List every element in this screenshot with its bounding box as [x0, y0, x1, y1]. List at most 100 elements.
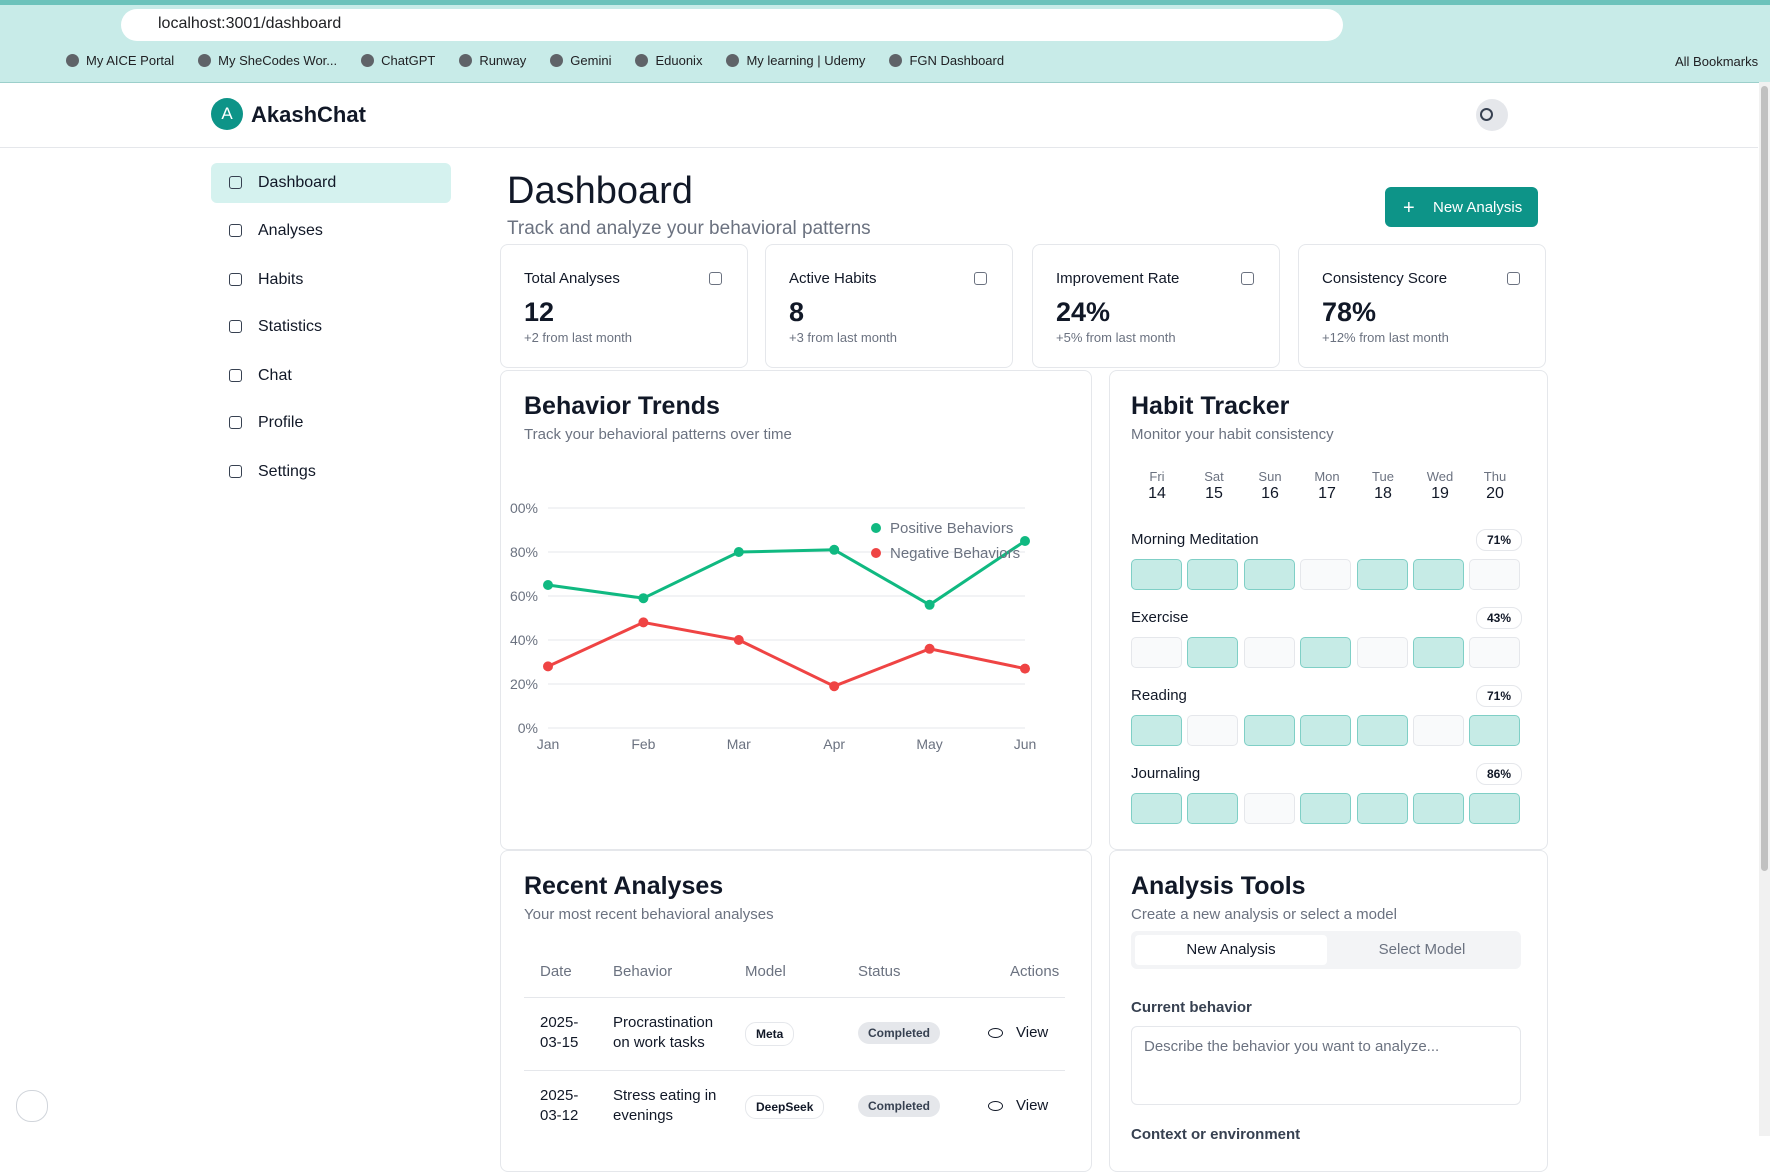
habit-cell[interactable] [1243, 793, 1295, 824]
stat-change: +3 from last month [789, 330, 898, 345]
habit-cell[interactable] [1413, 637, 1464, 668]
column-header: Behavior [613, 963, 673, 980]
habit-cell[interactable] [1131, 559, 1182, 590]
habit-cell[interactable] [1300, 637, 1352, 668]
nav-icon [229, 224, 242, 237]
habit-cell[interactable] [1243, 637, 1295, 668]
habit-cell[interactable] [1413, 793, 1464, 824]
stat-card [765, 244, 1013, 368]
stat-icon [974, 272, 987, 285]
view-action[interactable]: View [1016, 1097, 1049, 1114]
brand[interactable]: AkashChat [251, 102, 366, 127]
habit-cell[interactable] [1187, 559, 1239, 590]
habit-cell[interactable] [1469, 793, 1521, 824]
bookmark-icon [635, 54, 649, 67]
weekday: Tue [1372, 469, 1394, 484]
date: 15 [1205, 485, 1223, 502]
habit-name: Journaling [1131, 765, 1201, 782]
stat-value: 78% [1322, 297, 1377, 327]
bookmark[interactable]: FGN Dashboard [889, 53, 1004, 68]
page-title: Dashboard [507, 170, 693, 212]
habit-cell[interactable] [1243, 559, 1295, 590]
tab[interactable]: Select Model [1378, 941, 1466, 958]
habit-cell[interactable] [1131, 637, 1182, 668]
button-label[interactable]: New Analysis [1433, 199, 1523, 216]
bookmark[interactable]: ChatGPT [361, 53, 435, 68]
plus-icon: + [1403, 197, 1415, 219]
stat-value: 12 [524, 297, 555, 327]
bookmark[interactable]: My learning | Udemy [726, 53, 865, 68]
view-action[interactable]: View [1016, 1024, 1049, 1041]
new-analysis-button[interactable] [1385, 187, 1538, 227]
habit-cell[interactable] [1356, 715, 1408, 746]
habit-cell[interactable] [1469, 559, 1521, 590]
habit-cell[interactable] [1469, 715, 1521, 746]
habit-cell[interactable] [1356, 793, 1408, 824]
eye-icon [988, 1101, 1003, 1111]
all-bookmarks[interactable]: All Bookmarks [1675, 54, 1759, 69]
column-header: Status [858, 963, 901, 980]
weekday: Fri [1149, 469, 1165, 484]
bookmark-icon [726, 54, 740, 67]
habit-cell[interactable] [1413, 559, 1464, 590]
date: 18 [1374, 485, 1392, 502]
status-badge: Completed [858, 1095, 941, 1117]
url-field[interactable] [121, 9, 1343, 41]
row-border [524, 1070, 1065, 1071]
nav-icon [229, 369, 242, 382]
habit-cell[interactable] [1131, 715, 1182, 746]
card-title: Recent Analyses [524, 872, 724, 900]
nav-item[interactable]: Dashboard [258, 174, 337, 191]
bookmark[interactable]: My AICE Portal [66, 53, 174, 68]
bookmark[interactable]: Eduonix [635, 53, 702, 68]
habit-rate: 43% [1476, 607, 1522, 629]
habit-cell[interactable] [1300, 793, 1352, 824]
stat-icon [1507, 272, 1520, 285]
habit-cell[interactable] [1243, 715, 1295, 746]
nav-icon [229, 465, 242, 478]
tab[interactable]: New Analysis [1186, 941, 1276, 958]
nav-item[interactable]: Analyses [258, 222, 323, 239]
habit-cell[interactable] [1413, 715, 1464, 746]
habit-cell[interactable] [1469, 637, 1521, 668]
theme-toggle[interactable] [1480, 108, 1493, 121]
header-border [524, 997, 1065, 998]
weekday: Sat [1204, 469, 1224, 484]
date: 19 [1431, 485, 1449, 502]
bookmark[interactable]: Gemini [550, 53, 611, 68]
habit-cell[interactable] [1300, 559, 1352, 590]
nav-item[interactable]: Habits [258, 271, 304, 288]
habit-cell[interactable] [1187, 715, 1239, 746]
habit-cell[interactable] [1187, 637, 1239, 668]
habit-cell[interactable] [1356, 637, 1408, 668]
stat-title: Total Analyses [524, 270, 620, 287]
bookmark[interactable]: Runway [459, 53, 526, 68]
behavior: Procrastination on work tasks [613, 1014, 714, 1051]
nav-item[interactable]: Chat [258, 367, 292, 384]
logo[interactable]: A [211, 98, 243, 130]
habit-cell[interactable] [1300, 715, 1352, 746]
habit-cell[interactable] [1356, 559, 1408, 590]
card-title: Analysis Tools [1131, 872, 1306, 900]
status-badge: Completed [858, 1022, 941, 1044]
nav-item[interactable]: Settings [258, 463, 316, 480]
scrollbar-thumb[interactable] [1761, 86, 1768, 871]
habit-cell[interactable] [1187, 793, 1239, 824]
date: 2025-03-15 [540, 1014, 579, 1051]
devtools-badge[interactable] [16, 1090, 48, 1122]
stat-card [1298, 244, 1546, 368]
textarea[interactable] [1131, 1026, 1521, 1105]
card-subtitle: Monitor your habit consistency [1131, 426, 1334, 443]
bookmark[interactable]: My SheCodes Wor... [198, 53, 337, 68]
tab-strip [0, 0, 1770, 5]
url[interactable]: localhost:3001/dashboard [158, 15, 342, 32]
habit-cell[interactable] [1131, 793, 1182, 824]
habit-rate: 71% [1476, 529, 1522, 551]
nav-item[interactable]: Statistics [258, 318, 323, 335]
habit-name: Reading [1131, 687, 1187, 704]
model-badge: DeepSeek [745, 1095, 825, 1119]
nav-item[interactable]: Profile [258, 414, 304, 431]
eye-icon [988, 1028, 1003, 1038]
weekday: Sun [1258, 469, 1282, 484]
date: 2025-03-12 [540, 1087, 579, 1124]
